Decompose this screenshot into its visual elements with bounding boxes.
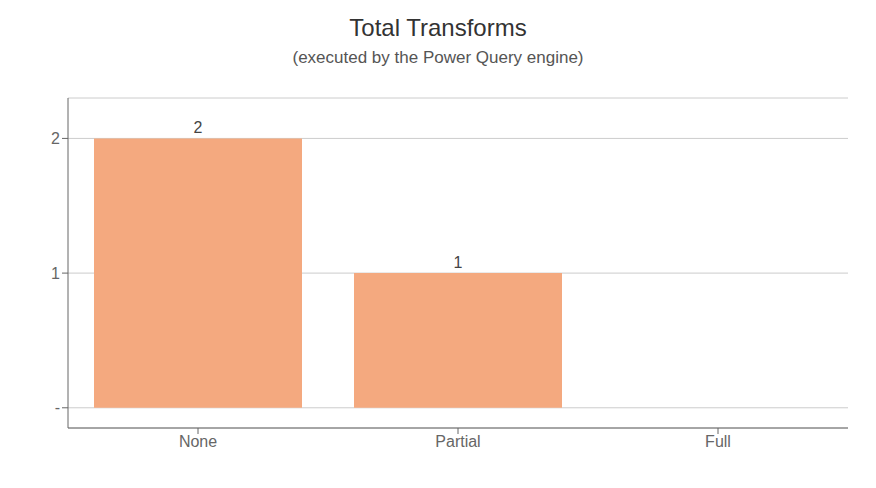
svg-text:None: None bbox=[179, 433, 217, 450]
svg-text:-: - bbox=[55, 399, 60, 416]
html-text:Total Transforms: Total Transforms bbox=[349, 14, 527, 41]
svg-text:Partial: Partial bbox=[435, 433, 480, 450]
svg-text:Full: Full bbox=[705, 433, 731, 450]
svg-text:2: 2 bbox=[194, 119, 203, 136]
html-text:(executed by the Power Query e: (executed by the Power Query engine) bbox=[292, 48, 584, 67]
svg-text:2: 2 bbox=[51, 130, 60, 147]
svg-text:1: 1 bbox=[51, 265, 60, 282]
svg-text:1: 1 bbox=[454, 254, 463, 271]
